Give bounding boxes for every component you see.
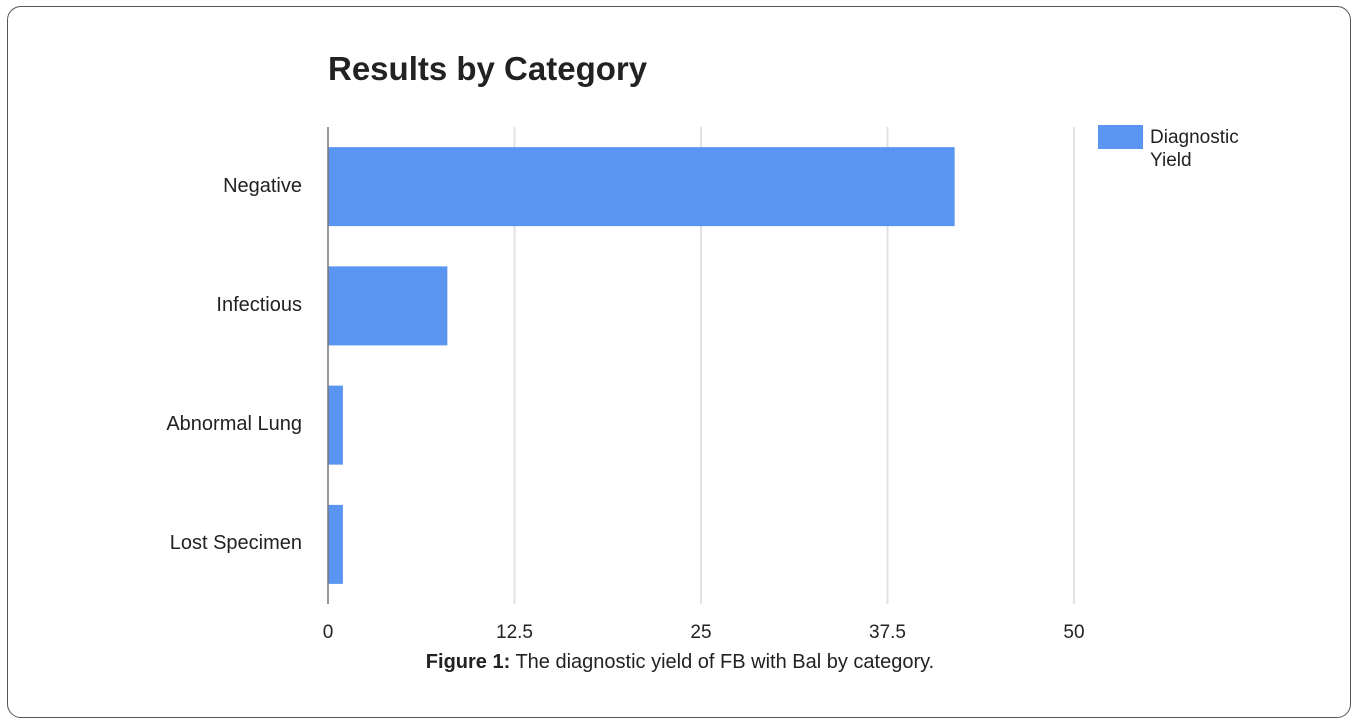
x-tick-label: 12.5 — [496, 622, 533, 643]
legend-label: Diagnostic Yield — [1150, 127, 1239, 171]
category-label: Lost Specimen — [169, 532, 302, 555]
bar-abnormal-lung — [328, 385, 343, 465]
x-tick-label: 50 — [1063, 622, 1085, 643]
bar-infectious — [328, 266, 448, 346]
bar-lost-specimen — [328, 504, 343, 584]
legend-swatch — [1098, 125, 1143, 149]
x-tick-label: 37.5 — [869, 622, 906, 643]
category-label: Infectious — [216, 293, 302, 316]
chart-title: Results by Category — [328, 50, 648, 87]
x-tick-label: 25 — [690, 622, 712, 643]
x-tick-label: 0 — [322, 622, 334, 643]
category-label: Abnormal Lung — [166, 413, 302, 436]
category-label: Negative — [223, 174, 302, 197]
figure-caption: Figure 1: The diagnostic yield of FB wit… — [0, 651, 1360, 674]
caption-label: Figure 1: — [425, 651, 511, 673]
caption-text: The diagnostic yield of FB with Bal by c… — [515, 651, 935, 673]
bar-negative — [328, 147, 955, 227]
